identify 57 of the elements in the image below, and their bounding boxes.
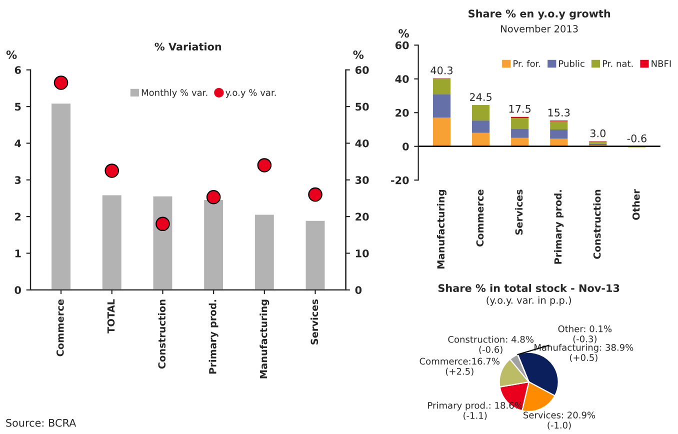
legend-label: y.o.y % var. <box>226 89 276 98</box>
y2-axis-title: % <box>353 50 364 59</box>
y2-tick-label: 50 <box>356 102 369 111</box>
slice-label: Commerce:16.7% (+2.5) <box>420 358 500 376</box>
y-tick-label: 5 <box>15 102 21 111</box>
x-tick-label: Construction <box>593 190 601 259</box>
y-tick-label: 60 <box>395 41 409 50</box>
x-tick-label: TOTAL <box>107 299 115 334</box>
legend-label: Pr. nat. <box>602 60 633 67</box>
y-tick-label: -20 <box>391 176 409 184</box>
legend-label: Monthly % var. <box>142 89 208 98</box>
chart-title: % Variation <box>154 42 222 51</box>
slice-label: Other: 0.1% (-0.3) <box>558 325 612 344</box>
slice-label: Manufacturing: 38.9% (+0.5) <box>534 344 634 362</box>
slice-label: Services: 20.9% (-1.0) <box>524 411 596 430</box>
x-tick-label: Commerce <box>476 190 484 246</box>
y-axis-title: % <box>6 50 17 59</box>
total-label: 15.3 <box>548 108 570 117</box>
x-tick-label: Manufacturing <box>260 300 270 378</box>
legend-label: NBFI <box>652 60 671 67</box>
x-tick-label: Primary prod. <box>554 190 564 264</box>
x-tick-label: Construction <box>158 300 166 369</box>
y-tick-label: 20 <box>396 108 409 117</box>
y2-tick-label: 0 <box>355 286 362 294</box>
total-label: 24.5 <box>470 93 492 101</box>
total-label: 17.5 <box>509 105 531 113</box>
y-tick-label: 2 <box>15 212 21 221</box>
y-tick-label: 0 <box>402 142 409 150</box>
y2-tick-label: 60 <box>355 66 369 74</box>
x-tick-label: Services <box>515 190 523 235</box>
y2-tick-label: 40 <box>355 139 369 148</box>
y-tick-label: 40 <box>395 75 409 83</box>
y2-tick-label: 20 <box>356 212 369 221</box>
y-tick-label: 6 <box>14 66 21 74</box>
legend-label: Pr. for. <box>514 60 540 67</box>
total-label: 40.3 <box>430 66 453 74</box>
y-tick-label: 4 <box>14 140 22 148</box>
x-tick-label: Primary prod. <box>208 300 218 374</box>
x-tick-label: Services <box>310 299 318 344</box>
y-tick-label: 0 <box>14 286 21 294</box>
chart-title: Share % en y.o.y growth <box>468 9 610 20</box>
y2-tick-label: 10 <box>356 249 369 258</box>
y-axis-title: % <box>398 29 410 38</box>
legend-label: Public <box>559 60 584 67</box>
x-tick-label: Other <box>632 189 640 220</box>
x-tick-label: Manufacturing <box>437 190 446 268</box>
source-note: Source: BCRA <box>6 418 76 427</box>
total-label: 3.0 <box>590 129 606 138</box>
y-tick-label: 3 <box>14 176 21 184</box>
y-tick-label: 1 <box>15 250 21 258</box>
chart-subtitle: November 2013 <box>501 24 578 32</box>
slice-label: Construction: 4.8% (-0.6) <box>448 336 534 354</box>
y2-tick-label: 30 <box>356 176 369 184</box>
chart-title: Share % in total stock - Nov-13 <box>438 284 620 292</box>
chart-subtitle: (y.o.y. var. in p.p.) <box>486 296 571 306</box>
x-tick-label: Commerce <box>56 299 64 356</box>
total-label: -0.6 <box>627 134 646 142</box>
